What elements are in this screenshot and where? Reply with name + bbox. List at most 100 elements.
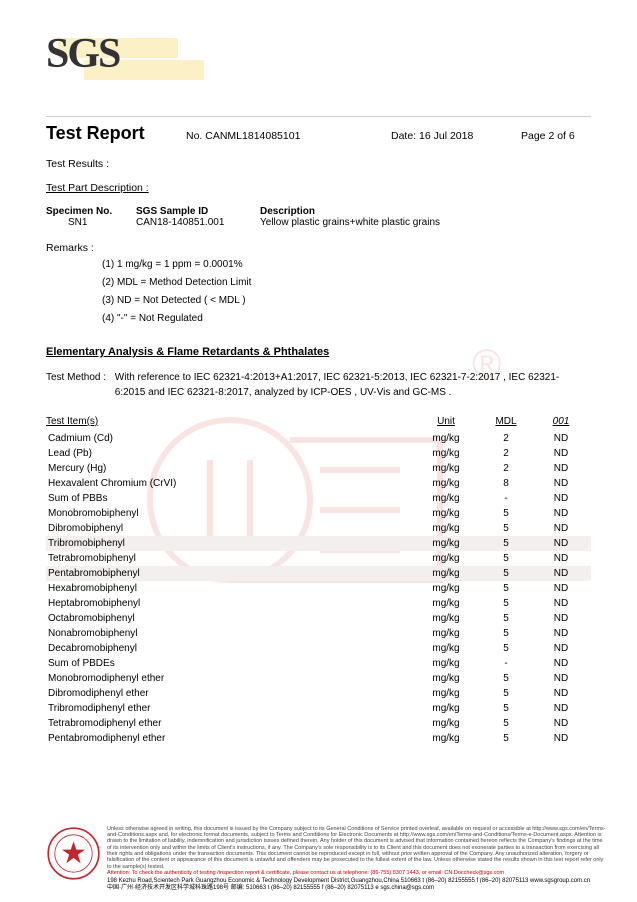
- description-header: Description: [260, 206, 591, 217]
- cell-item: Sum of PBBs: [46, 491, 411, 506]
- cell-unit: mg/kg: [411, 551, 481, 566]
- cell-value: ND: [531, 731, 591, 746]
- report-date-value: 16 Jul 2018: [419, 130, 473, 142]
- cell-mdl: 2: [481, 461, 531, 476]
- footer-disclaimer: Unless otherwise agreed in writing, this…: [107, 826, 607, 870]
- cell-item: Mercury (Hg): [46, 461, 411, 476]
- results-header-row: Test Item(s) Unit MDL 001: [46, 414, 591, 431]
- cell-unit: mg/kg: [411, 506, 481, 521]
- table-row: Nonabromobiphenylmg/kg5ND: [46, 626, 591, 641]
- cell-mdl: 5: [481, 716, 531, 731]
- cell-value: ND: [531, 536, 591, 551]
- table-row: Dibromobiphenylmg/kg5ND: [46, 521, 591, 536]
- cell-item: Pentabromodiphenyl ether: [46, 731, 411, 746]
- cell-item: Tribromobiphenyl: [46, 536, 411, 551]
- cell-mdl: 2: [481, 431, 531, 446]
- cell-mdl: 5: [481, 626, 531, 641]
- table-row: Monobromobiphenylmg/kg5ND: [46, 506, 591, 521]
- cell-mdl: 5: [481, 641, 531, 656]
- cell-item: Monobromobiphenyl: [46, 506, 411, 521]
- cell-item: Tribromodiphenyl ether: [46, 701, 411, 716]
- cell-unit: mg/kg: [411, 491, 481, 506]
- cell-value: ND: [531, 626, 591, 641]
- cell-unit: mg/kg: [411, 641, 481, 656]
- cell-unit: mg/kg: [411, 611, 481, 626]
- part-description-label: Test Part Description :: [46, 182, 591, 194]
- footer: Unless otherwise agreed in writing, this…: [46, 826, 607, 892]
- cell-mdl: 5: [481, 596, 531, 611]
- table-row: Mercury (Hg)mg/kg2ND: [46, 461, 591, 476]
- cell-unit: mg/kg: [411, 731, 481, 746]
- cell-item: Cadmium (Cd): [46, 431, 411, 446]
- specimen-no-value: SN1: [46, 217, 136, 228]
- table-row: Heptabromobiphenylmg/kg5ND: [46, 596, 591, 611]
- table-row: Tribromobiphenylmg/kg5ND: [46, 536, 591, 551]
- cell-mdl: 5: [481, 521, 531, 536]
- cell-item: Decabromobiphenyl: [46, 641, 411, 656]
- cell-value: ND: [531, 686, 591, 701]
- table-row: Cadmium (Cd)mg/kg2ND: [46, 431, 591, 446]
- cell-unit: mg/kg: [411, 716, 481, 731]
- cell-item: Dibromobiphenyl: [46, 521, 411, 536]
- report-title: Test Report: [46, 123, 186, 144]
- footer-attention: Attention: To check the authenticity of …: [107, 870, 607, 876]
- table-row: Decabromobiphenylmg/kg5ND: [46, 641, 591, 656]
- cell-item: Sum of PBDEs: [46, 656, 411, 671]
- test-method: Test Method : With reference to IEC 6232…: [46, 370, 591, 400]
- cell-value: ND: [531, 656, 591, 671]
- report-no-label: No.: [186, 130, 202, 142]
- col-mdl: MDL: [481, 414, 531, 431]
- remark-item: (3) ND = Not Detected ( < MDL ): [102, 292, 591, 310]
- remarks-list: (1) 1 mg/kg = 1 ppm = 0.0001%(2) MDL = M…: [46, 256, 591, 328]
- logo-block: SGS: [46, 30, 591, 96]
- page-indicator: Page 2 of 6: [521, 130, 591, 142]
- cell-unit: mg/kg: [411, 671, 481, 686]
- cell-mdl: 5: [481, 551, 531, 566]
- cell-unit: mg/kg: [411, 626, 481, 641]
- results-table: Test Item(s) Unit MDL 001 Cadmium (Cd)mg…: [46, 414, 591, 746]
- specimen-no-header: Specimen No.: [46, 206, 136, 217]
- footer-addresses: 198 Kezhu Road,Scientech Park Guangzhou …: [107, 878, 607, 892]
- table-row: Tribromodiphenyl ethermg/kg5ND: [46, 701, 591, 716]
- cell-unit: mg/kg: [411, 536, 481, 551]
- sample-id-header: SGS Sample ID: [136, 206, 260, 217]
- cell-item: Lead (Pb): [46, 446, 411, 461]
- cell-mdl: 2: [481, 446, 531, 461]
- cell-item: Monobromodiphenyl ether: [46, 671, 411, 686]
- cell-mdl: -: [481, 656, 531, 671]
- inspection-seal-icon: [46, 826, 101, 881]
- remark-item: (1) 1 mg/kg = 1 ppm = 0.0001%: [102, 256, 591, 274]
- cell-mdl: 5: [481, 731, 531, 746]
- col-unit: Unit: [411, 414, 481, 431]
- test-method-label: Test Method :: [46, 370, 112, 385]
- cell-unit: mg/kg: [411, 701, 481, 716]
- cell-mdl: 5: [481, 671, 531, 686]
- cell-mdl: 5: [481, 566, 531, 581]
- table-row: Lead (Pb)mg/kg2ND: [46, 446, 591, 461]
- cell-value: ND: [531, 506, 591, 521]
- remarks-label: Remarks :: [46, 242, 591, 254]
- sample-id-value: CAN18-140851.001: [136, 217, 260, 228]
- cell-unit: mg/kg: [411, 521, 481, 536]
- cell-value: ND: [531, 581, 591, 596]
- cell-mdl: 5: [481, 611, 531, 626]
- cell-unit: mg/kg: [411, 596, 481, 611]
- table-row: Pentabromodiphenyl ethermg/kg5ND: [46, 731, 591, 746]
- col-item: Test Item(s): [46, 414, 411, 431]
- cell-value: ND: [531, 551, 591, 566]
- table-row: Hexabromobiphenylmg/kg5ND: [46, 581, 591, 596]
- table-row: Octabromobiphenylmg/kg5ND: [46, 611, 591, 626]
- table-row: Tetrabromobiphenylmg/kg5ND: [46, 551, 591, 566]
- description-value: Yellow plastic grains+white plastic grai…: [260, 217, 591, 228]
- test-method-text: With reference to IEC 62321-4:2013+A1:20…: [115, 370, 565, 400]
- cell-unit: mg/kg: [411, 461, 481, 476]
- cell-item: Hexavalent Chromium (CrVI): [46, 476, 411, 491]
- table-row: Sum of PBDEsmg/kg-ND: [46, 656, 591, 671]
- table-row: Hexavalent Chromium (CrVI)mg/kg8ND: [46, 476, 591, 491]
- cell-mdl: 5: [481, 536, 531, 551]
- cell-item: Dibromodiphenyl ether: [46, 686, 411, 701]
- cell-item: Tetrabromobiphenyl: [46, 551, 411, 566]
- divider: [46, 116, 591, 117]
- cell-mdl: -: [481, 491, 531, 506]
- cell-unit: mg/kg: [411, 566, 481, 581]
